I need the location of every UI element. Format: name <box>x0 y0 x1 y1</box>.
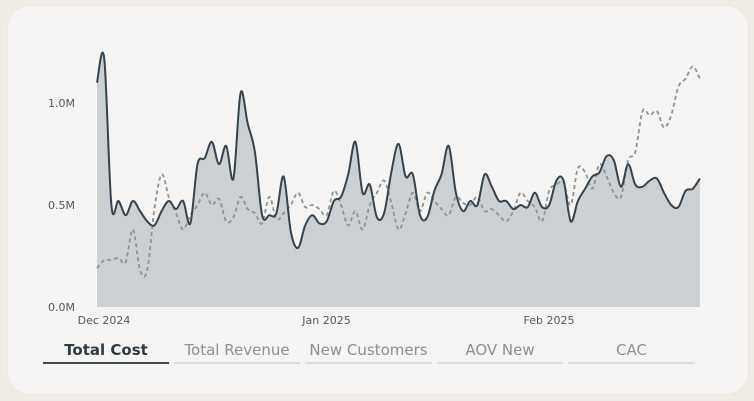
y-tick-label: 0.5M <box>48 199 75 212</box>
tab-total-revenue[interactable]: Total Revenue <box>174 334 300 364</box>
y-axis: 0.0M 0.5M 1.0M <box>48 97 75 314</box>
y-tick-label: 0.0M <box>48 301 75 314</box>
x-axis: Dec 2024 Jan 2025 Feb 2025 <box>78 314 575 327</box>
y-tick-label: 1.0M <box>48 97 75 110</box>
x-tick-label: Dec 2024 <box>78 314 131 327</box>
series-line-dashed <box>96 65 701 278</box>
tab-aov-new[interactable]: AOV New <box>437 334 563 364</box>
series-area-fill <box>97 52 700 307</box>
series-line-solid <box>96 51 701 249</box>
series-layer <box>96 51 701 307</box>
x-tick-label: Feb 2025 <box>524 314 575 327</box>
tab-total-cost[interactable]: Total Cost <box>43 334 169 364</box>
x-tick-label: Jan 2025 <box>301 314 350 327</box>
tab-new-customers[interactable]: New Customers <box>305 334 432 364</box>
tab-cac[interactable]: CAC <box>568 334 695 364</box>
